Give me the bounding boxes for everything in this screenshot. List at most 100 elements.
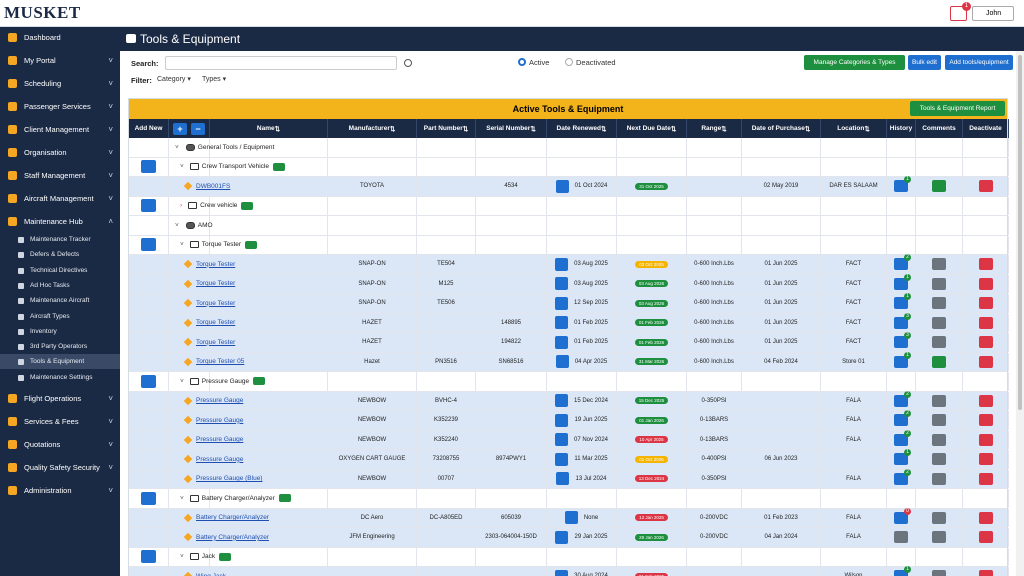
nav-subitem[interactable]: Maintenance Aircraft [0, 293, 120, 308]
comments-button[interactable] [932, 297, 946, 310]
nav-item[interactable]: Client Management ˅ [0, 119, 120, 140]
expand-collapse-button[interactable]: − [191, 122, 205, 135]
comments-button[interactable] [932, 414, 946, 427]
renew-button[interactable] [554, 433, 568, 447]
renew-button[interactable] [564, 511, 578, 525]
history-button[interactable]: 3 [894, 332, 911, 349]
history-button[interactable]: 1 [894, 449, 911, 466]
expand-chevron[interactable]: ˅ [175, 143, 179, 151]
status-radio[interactable]: Active [518, 58, 549, 67]
add-item-button[interactable] [141, 491, 156, 505]
nav-item[interactable]: Aircraft Management ˅ [0, 188, 120, 209]
deactivate-button[interactable] [978, 511, 993, 524]
deactivate-button[interactable] [978, 297, 993, 310]
nav-item[interactable]: Quality Safety Security ˅ [0, 457, 120, 478]
renew-button[interactable] [556, 472, 570, 486]
logo[interactable]: MUSKET [4, 3, 81, 22]
history-button[interactable] [894, 531, 908, 544]
renew-button[interactable] [555, 277, 569, 291]
item-link[interactable]: Torque Tester [196, 260, 236, 268]
item-link[interactable]: Battery Charger/Analyzer [196, 533, 269, 541]
comments-button[interactable] [932, 472, 946, 485]
user-menu[interactable]: John [972, 6, 1014, 21]
deactivate-button[interactable] [978, 453, 993, 466]
deactivate-button[interactable] [978, 433, 993, 446]
expand-chevron[interactable]: ˅ [180, 377, 184, 385]
history-button[interactable]: 1 [894, 293, 911, 310]
report-button[interactable]: Tools & Equipment Report [910, 101, 1005, 116]
comments-button[interactable] [932, 316, 946, 329]
expand-chevron[interactable]: › [180, 202, 183, 210]
comments-button[interactable] [932, 511, 946, 524]
deactivate-button[interactable] [978, 180, 993, 193]
item-link[interactable]: Torque Tester [196, 338, 236, 346]
deactivate-button[interactable] [978, 316, 993, 329]
add-item-button[interactable] [141, 199, 156, 213]
history-button[interactable]: 3 [894, 312, 911, 329]
nav-item[interactable]: Organisation ˅ [0, 142, 120, 163]
category-badge[interactable] [273, 162, 285, 171]
comments-button[interactable] [932, 570, 946, 576]
deactivate-button[interactable] [978, 355, 993, 368]
add-item-button[interactable] [141, 238, 156, 252]
renew-button[interactable] [555, 569, 569, 576]
comments-button[interactable] [932, 180, 946, 193]
comments-button[interactable] [932, 453, 946, 466]
nav-item[interactable]: Flight Operations ˅ [0, 388, 120, 409]
history-button[interactable]: 1 [894, 176, 911, 193]
nav-item[interactable]: Services & Fees ˅ [0, 411, 120, 432]
nav-item[interactable]: Maintenance Hub ˄ [0, 211, 120, 232]
history-button[interactable]: 2 [894, 429, 911, 446]
radio-circle[interactable] [518, 58, 526, 66]
nav-subitem[interactable]: Defers & Defects [0, 247, 120, 262]
history-button[interactable]: 2 [894, 390, 911, 407]
comments-button[interactable] [932, 355, 946, 368]
item-link[interactable]: Battery Charger/Analyzer [196, 514, 269, 522]
comments-button[interactable] [932, 336, 946, 349]
item-link[interactable]: Pressure Gauge [196, 436, 244, 444]
nav-item[interactable]: Passenger Services ˅ [0, 96, 120, 117]
comments-button[interactable] [932, 394, 946, 407]
comments-button[interactable] [932, 277, 946, 290]
add-item-button[interactable] [141, 550, 156, 564]
item-link[interactable]: Torque Tester [196, 319, 236, 327]
renew-button[interactable] [555, 355, 569, 369]
deactivate-button[interactable] [978, 472, 993, 485]
nav-item[interactable]: Administration ˅ [0, 480, 120, 501]
deactivate-button[interactable] [978, 258, 993, 271]
comments-button[interactable] [932, 258, 946, 271]
history-button[interactable]: 0 [894, 507, 911, 524]
nav-subitem[interactable]: Tools & Equipment [0, 354, 120, 370]
nav-subitem[interactable]: Inventory [0, 324, 120, 339]
renew-button[interactable] [555, 257, 569, 271]
renew-button[interactable] [555, 335, 569, 349]
deactivate-button[interactable] [978, 336, 993, 349]
category-badge[interactable] [219, 552, 232, 561]
add-item-button[interactable] [141, 160, 156, 174]
renew-button[interactable] [555, 316, 569, 330]
comments-button[interactable] [932, 433, 946, 446]
category-badge[interactable] [253, 377, 266, 386]
deactivate-button[interactable] [978, 277, 993, 290]
nav-subitem[interactable]: 3rd Party Operators [0, 339, 120, 354]
history-button[interactable]: 2 [894, 254, 911, 271]
expand-chevron[interactable]: ˅ [180, 163, 184, 171]
action-button[interactable]: Bulk edit [908, 55, 941, 70]
nav-item[interactable]: Dashboard [0, 27, 120, 48]
category-badge[interactable] [245, 240, 258, 249]
item-link[interactable]: Torque Tester [196, 299, 236, 307]
history-button[interactable]: 1 [894, 351, 911, 368]
filter-dropdown[interactable]: Types ▾ [202, 76, 227, 83]
history-button[interactable]: 2 [894, 468, 911, 485]
search-input[interactable] [165, 56, 397, 70]
expand-chevron[interactable]: ˅ [180, 241, 184, 249]
expand-chevron[interactable]: ˅ [180, 494, 184, 502]
renew-button[interactable] [555, 179, 569, 193]
item-link[interactable]: Pressure Gauge [196, 455, 244, 463]
nav-subitem[interactable]: Aircraft Types [0, 309, 120, 324]
nav-subitem[interactable]: Maintenance Tracker [0, 232, 120, 247]
renew-button[interactable] [554, 296, 568, 310]
item-link[interactable]: Pressure Gauge [196, 416, 244, 424]
action-button[interactable]: Manage Categories & Types [804, 55, 905, 70]
nav-item[interactable]: Staff Management ˅ [0, 165, 120, 186]
